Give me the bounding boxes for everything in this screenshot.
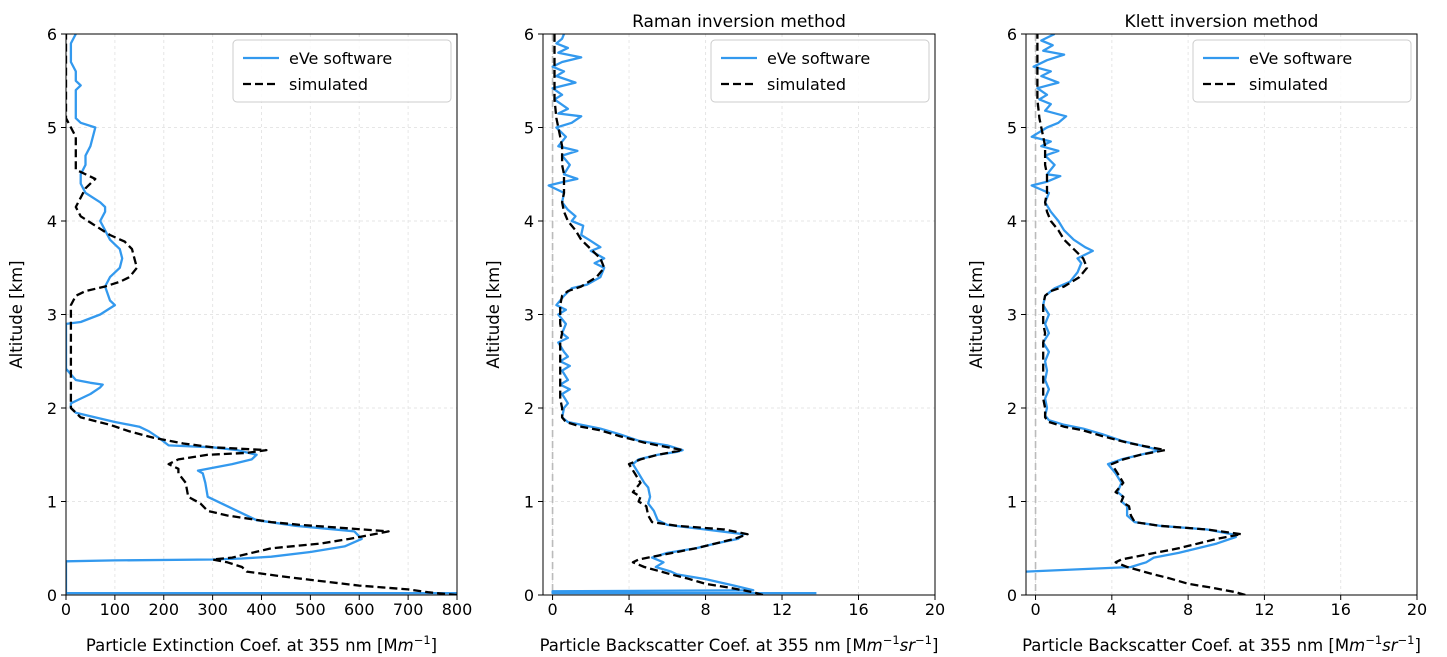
y-tick-label: 2 (524, 399, 534, 418)
legend: eVe software simulated (710, 39, 930, 103)
y-tick-label: 2 (47, 399, 57, 418)
legend-entry: simulated (1249, 75, 1328, 94)
x-tick-label: 600 (344, 600, 375, 619)
y-tick-label: 5 (47, 119, 57, 138)
series-line-simulated (1036, 34, 1246, 595)
y-tick-label: 1 (1007, 493, 1017, 512)
y-tick-label: 4 (1007, 212, 1017, 231)
y-tick-label: 4 (47, 212, 57, 231)
x-tick-label: 4 (1107, 600, 1117, 619)
legend-entry: simulated (767, 75, 846, 94)
x-tick-label: 8 (700, 600, 710, 619)
y-tick-label: 1 (524, 493, 534, 512)
y-tick-label: 1 (47, 493, 57, 512)
y-tick-label: 6 (47, 25, 57, 44)
y-axis-label: Altitude [km] (7, 260, 26, 368)
x-axis-label: Particle Backscatter Coef. at 355 nm [Mm… (540, 633, 939, 655)
x-tick-label: 800 (442, 600, 473, 619)
x-tick-label: 16 (1331, 600, 1351, 619)
legend: eVe software simulated (232, 39, 452, 103)
y-tick-label: 0 (1007, 586, 1017, 605)
x-tick-label: 0 (61, 600, 71, 619)
y-tick-label: 2 (1007, 399, 1017, 418)
y-axis-label: Altitude [km] (967, 260, 986, 368)
x-tick-label: 12 (772, 600, 792, 619)
panel-1: 0 100 200 300 400 500 600 700 800 0 1 2 3 4 5 6 Particle… (7, 25, 472, 655)
x-tick-label: 16 (848, 600, 868, 619)
legend-box (1192, 39, 1412, 103)
y-axis-label: Altitude [km] (484, 260, 503, 368)
x-tick-label: 12 (1254, 600, 1274, 619)
x-tick-label: 0 (547, 600, 557, 619)
y-tick-label: 0 (524, 586, 534, 605)
legend-box (232, 39, 452, 103)
y-tick-label: 4 (524, 212, 534, 231)
legend: eVe software simulated (1192, 39, 1412, 103)
legend-entry: eVe software (289, 49, 392, 68)
x-tick-label: 700 (393, 600, 424, 619)
y-tick-label: 0 (47, 586, 57, 605)
legend-entry: eVe software (767, 49, 870, 68)
y-tick-label: 5 (1007, 119, 1017, 138)
x-tick-label: 0 (1030, 600, 1040, 619)
y-tick-label: 6 (524, 25, 534, 44)
x-axis-label: Particle Extinction Coef. at 355 nm [Mm−… (86, 633, 437, 655)
x-tick-label: 300 (197, 600, 228, 619)
x-tick-label: 400 (246, 600, 277, 619)
x-tick-label: 500 (295, 600, 326, 619)
x-tick-label: 20 (1407, 600, 1427, 619)
x-axis-label: Particle Backscatter Coef. at 355 nm [Mm… (1022, 633, 1421, 655)
y-tick-label: 3 (1007, 306, 1017, 325)
y-tick-label: 3 (47, 306, 57, 325)
x-tick-label: 20 (925, 600, 945, 619)
series-line-eve-software (547, 34, 817, 595)
series-line-eve-software (1026, 34, 1237, 573)
series-line-simulated (553, 34, 764, 595)
y-tick-label: 5 (524, 119, 534, 138)
legend-entry: simulated (289, 75, 368, 94)
series-line-simulated (66, 34, 457, 595)
x-tick-label: 4 (624, 600, 634, 619)
plot-frame (542, 33, 936, 596)
legend-box (710, 39, 930, 103)
legend-entry: eVe software (1249, 49, 1352, 68)
x-tick-label: 200 (148, 600, 179, 619)
x-tick-label: 8 (1183, 600, 1193, 619)
x-tick-label: 100 (100, 600, 131, 619)
y-tick-label: 3 (524, 306, 534, 325)
y-tick-label: 6 (1007, 25, 1017, 44)
chart-title: Raman inversion method (632, 12, 846, 32)
chart-title: Klett inversion method (1125, 12, 1319, 32)
